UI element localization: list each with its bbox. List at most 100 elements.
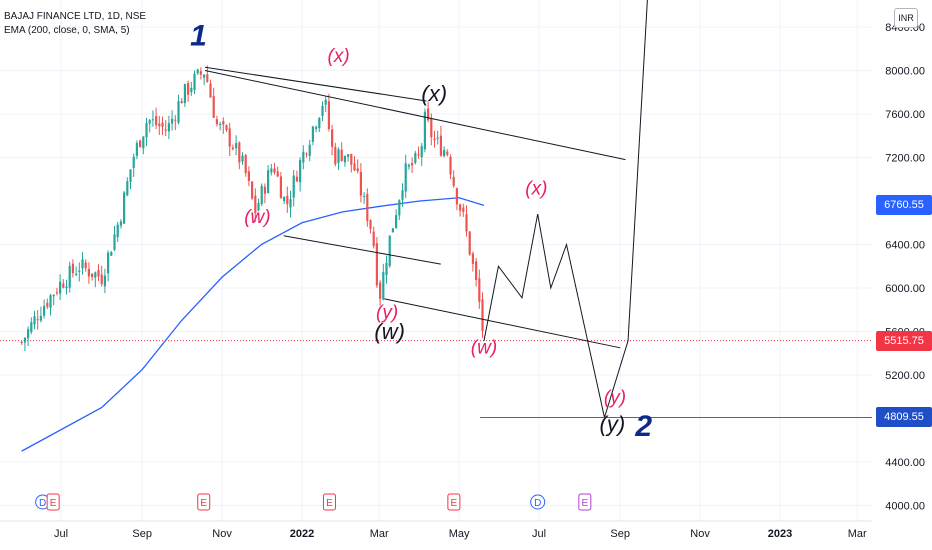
candle-body bbox=[359, 171, 363, 196]
candle-body bbox=[404, 163, 407, 192]
y-tick-label: 8000.00 bbox=[885, 66, 925, 78]
candle-body bbox=[436, 137, 439, 139]
wave-label: (y) bbox=[600, 412, 626, 437]
trendline bbox=[283, 235, 441, 265]
candle-body bbox=[113, 234, 116, 250]
last-price-tag: 5515.75 bbox=[876, 330, 932, 351]
x-tick-label: Mar bbox=[848, 528, 867, 540]
candle-body bbox=[81, 259, 84, 269]
candle-body bbox=[183, 83, 187, 104]
target-price-tag: 4809.55 bbox=[876, 407, 932, 428]
candle-body bbox=[203, 74, 206, 78]
trendline bbox=[204, 70, 626, 161]
candle-body bbox=[228, 128, 231, 147]
candle-body bbox=[401, 190, 404, 200]
candles bbox=[20, 65, 484, 352]
candle-body bbox=[59, 281, 62, 294]
candle-body bbox=[215, 119, 219, 125]
x-tick-label: Nov bbox=[690, 528, 710, 540]
earnings-marker bbox=[578, 493, 592, 511]
candle-body bbox=[87, 268, 91, 277]
candle-body bbox=[151, 119, 155, 121]
candle-body bbox=[129, 169, 132, 182]
candle-body bbox=[167, 123, 171, 132]
candle-body bbox=[324, 99, 327, 105]
candle-body bbox=[369, 220, 372, 229]
candle-body bbox=[43, 306, 46, 316]
candle-body bbox=[475, 261, 478, 281]
candle-body bbox=[414, 153, 417, 163]
candle-body bbox=[452, 176, 455, 187]
candle-body bbox=[251, 181, 254, 199]
candle-body bbox=[417, 154, 420, 156]
candle-body bbox=[363, 195, 366, 197]
candle-body bbox=[350, 153, 353, 165]
candle-body bbox=[52, 294, 55, 297]
candle-body bbox=[446, 151, 449, 155]
candle-body bbox=[308, 144, 311, 157]
candle-body bbox=[439, 135, 443, 156]
candle-body bbox=[299, 160, 302, 183]
candle-body bbox=[241, 155, 244, 162]
candle-body bbox=[190, 87, 193, 93]
candle-body bbox=[148, 120, 151, 124]
candle-body bbox=[292, 175, 295, 198]
candle-body bbox=[411, 163, 414, 166]
candle-body bbox=[155, 116, 158, 126]
candle-body bbox=[161, 122, 164, 127]
wave-label: 1 bbox=[190, 19, 207, 52]
candle-body bbox=[222, 121, 225, 125]
x-tick-label: Mar bbox=[370, 528, 389, 540]
candle-body bbox=[180, 101, 183, 104]
candle-body bbox=[276, 171, 279, 177]
candle-body bbox=[71, 263, 75, 274]
candle-body bbox=[295, 176, 299, 182]
candle-body bbox=[177, 101, 180, 123]
wave-label: (x) bbox=[525, 178, 547, 199]
earnings-marker bbox=[447, 493, 461, 511]
candle-body bbox=[174, 119, 177, 121]
x-tick-label: Jul bbox=[532, 528, 546, 540]
candle-body bbox=[459, 204, 462, 211]
wave-label: (y) bbox=[376, 302, 398, 323]
wave-label: (w) bbox=[374, 319, 405, 344]
candle-body bbox=[171, 118, 174, 124]
candle-body bbox=[219, 124, 222, 126]
candle-body bbox=[318, 118, 321, 129]
candle-body bbox=[235, 143, 238, 149]
candle-body bbox=[353, 163, 356, 171]
currency-badge[interactable]: INR bbox=[894, 8, 918, 28]
dividend-marker bbox=[530, 494, 546, 510]
candle-body bbox=[334, 146, 337, 165]
candle-body bbox=[289, 199, 292, 208]
candle-body bbox=[75, 273, 78, 275]
candle-body bbox=[20, 341, 23, 343]
projection-path bbox=[483, 0, 648, 420]
candle-body bbox=[126, 181, 129, 196]
candle-body bbox=[119, 221, 123, 226]
candle-body bbox=[407, 164, 411, 167]
chart-legend: BAJAJ FINANCE LTD, 1D, NSE EMA (200, clo… bbox=[4, 10, 146, 38]
candle-body bbox=[158, 123, 161, 127]
earnings-marker-label: E bbox=[326, 498, 333, 509]
candle-body bbox=[462, 207, 465, 212]
candle-body bbox=[279, 176, 283, 199]
candle-body bbox=[273, 168, 276, 173]
indicator-label[interactable]: EMA (200, close, 0, SMA, 5) bbox=[4, 25, 130, 36]
candle-body bbox=[39, 316, 43, 321]
candle-body bbox=[123, 192, 126, 224]
candle-body bbox=[257, 202, 260, 211]
symbol-label[interactable]: BAJAJ FINANCE LTD, 1D, NSE bbox=[4, 11, 147, 22]
candle-body bbox=[337, 149, 340, 163]
candle-body bbox=[375, 243, 379, 286]
x-tick-label: May bbox=[449, 528, 470, 540]
candle-body bbox=[455, 188, 459, 205]
wave-label: 2 bbox=[634, 410, 652, 443]
earnings-marker-label: E bbox=[451, 498, 458, 509]
candle-body bbox=[94, 272, 97, 278]
candle-body bbox=[107, 252, 110, 274]
y-tick-label: 7600.00 bbox=[885, 109, 925, 121]
axes: 8400.008000.007600.007200.006400.006000.… bbox=[0, 22, 925, 540]
candle-body bbox=[254, 195, 257, 213]
